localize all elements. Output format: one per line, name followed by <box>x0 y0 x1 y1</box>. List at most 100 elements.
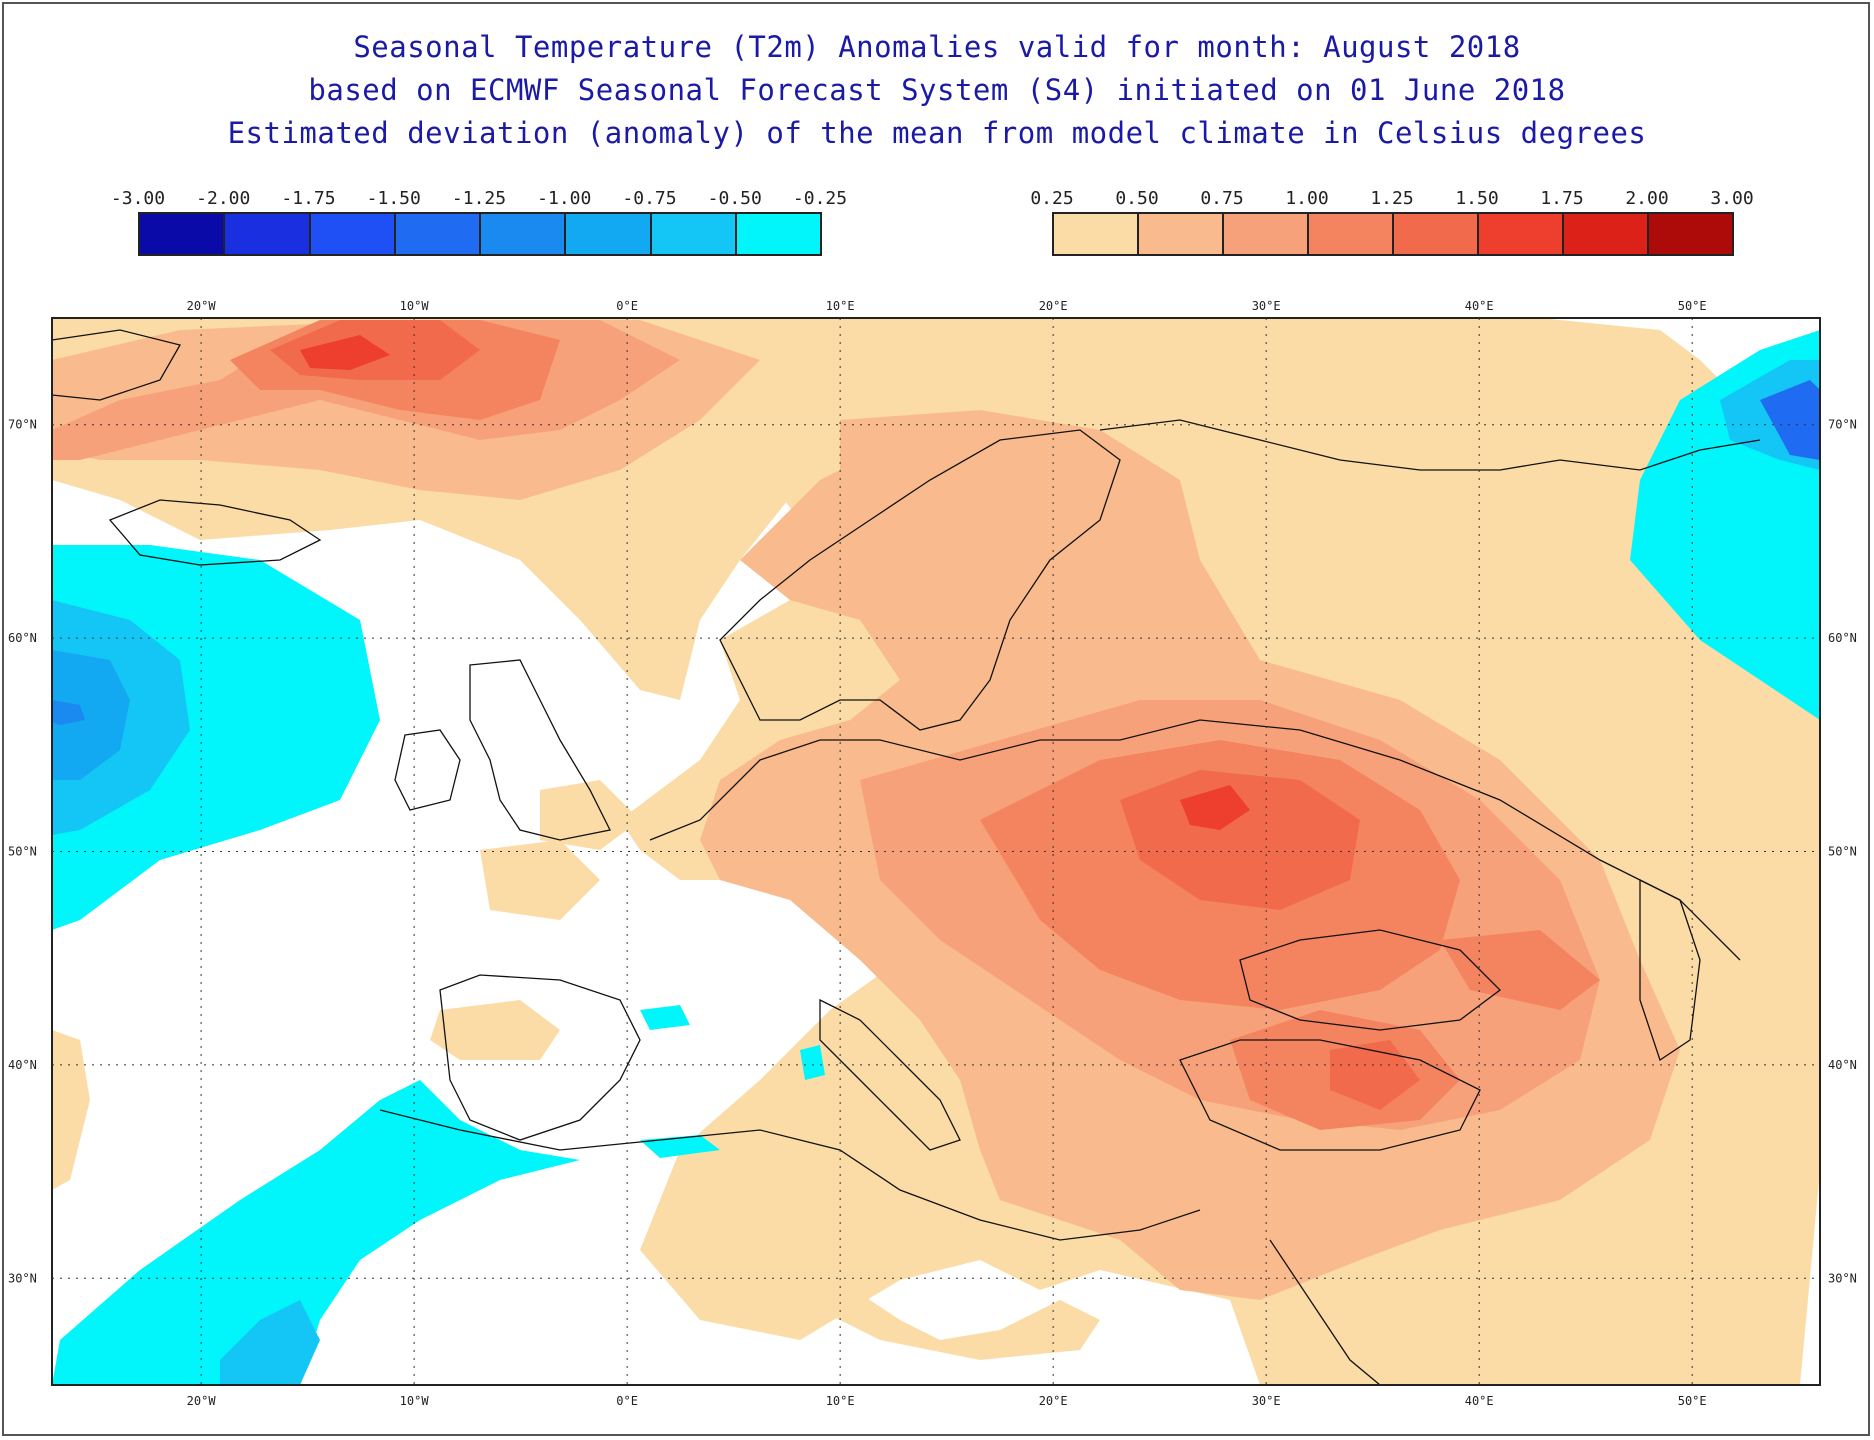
coast-britain <box>469 659 611 841</box>
colorbar-positive-label: 1.75 <box>1540 188 1584 209</box>
colorbar-positive-swatch <box>1562 212 1649 256</box>
coast-iberia <box>439 974 641 1141</box>
longitude-label: 10°E <box>826 299 855 313</box>
latitude-label: 50°N <box>1828 845 1857 859</box>
coast-europe-main <box>649 719 1741 961</box>
coast-scandinavia <box>719 429 1121 731</box>
warm-region-atlantic-150 <box>300 335 390 370</box>
latitude-labels-right: 70°N 60°N 50°N 40°N 30°N <box>1828 418 1857 1286</box>
longitude-label: 10°E <box>826 1394 855 1408</box>
warm-region-north-africa <box>680 1240 1100 1360</box>
colorbar-positive-label: 0.75 <box>1200 188 1244 209</box>
longitude-label: 40°E <box>1465 299 1494 313</box>
warm-region-uk-patch <box>540 780 640 850</box>
colorbar-negative-swatch <box>479 212 567 256</box>
colorbar-positive-swatch <box>1052 212 1139 256</box>
colorbar-positive-swatch <box>1222 212 1309 256</box>
longitude-label: 0°E <box>616 299 638 313</box>
longitude-label: 20°W <box>187 299 217 313</box>
title-line-3: Estimated deviation (anomaly) of the mea… <box>227 116 1647 150</box>
longitude-label: 20°E <box>1039 299 1068 313</box>
cold-region-atlantic-100 <box>52 700 85 725</box>
longitude-labels-top: 20°W 10°W 0°E 10°E 20°E 30°E 40°E 50°E <box>187 299 1707 313</box>
longitude-label: 50°E <box>1678 1394 1707 1408</box>
latitude-label: 70°N <box>8 418 37 432</box>
longitude-label: 10°W <box>400 1394 430 1408</box>
cold-region-southwest-050 <box>220 1300 320 1385</box>
colorbar-negative-label: -1.75 <box>281 188 336 209</box>
coast-italy <box>819 998 961 1151</box>
latitude-label: 60°N <box>1828 631 1857 645</box>
cold-region-southwest-025 <box>52 1080 580 1385</box>
colorbar-positive-label: 1.00 <box>1285 188 1329 209</box>
latitude-label: 40°N <box>8 1058 37 1072</box>
coast-red-sea <box>1269 1239 1381 1386</box>
anomaly-shading <box>52 318 1820 1385</box>
warm-region-east-150 <box>1180 785 1250 830</box>
colorbar-negative-swatch <box>393 212 481 256</box>
latitude-label: 70°N <box>1828 418 1857 432</box>
latitude-label: 40°N <box>1828 1058 1857 1072</box>
warm-region-iberia-patch <box>430 1000 560 1060</box>
colorbar-positive-label: 0.50 <box>1115 188 1159 209</box>
colorbar-negative-label: -1.00 <box>537 188 592 209</box>
warm-region-bay-biscay <box>480 840 600 920</box>
coast-russia-north <box>1099 419 1761 471</box>
title-line-2: based on ECMWF Seasonal Forecast System … <box>308 73 1566 107</box>
colorbar-negative-label: -0.50 <box>707 188 762 209</box>
longitude-label: 50°E <box>1678 299 1707 313</box>
colorbar-positive-swatch <box>1307 212 1394 256</box>
coast-caspian <box>1639 878 1701 1062</box>
graticule <box>52 318 1820 1385</box>
title-line-1: Seasonal Temperature (T2m) Anomalies val… <box>353 30 1521 64</box>
colorbar-negative-swatch <box>649 212 737 256</box>
cold-region-med-patch-2 <box>640 1135 720 1158</box>
longitude-label: 0°E <box>616 1394 638 1408</box>
coast-ireland <box>394 729 461 811</box>
longitude-label: 20°W <box>187 1394 217 1408</box>
cold-region-atlantic-075 <box>52 650 130 780</box>
colorbar-negative-label: -1.50 <box>366 188 421 209</box>
coast-greenland <box>51 329 181 401</box>
latitude-label: 30°N <box>1828 1271 1857 1285</box>
longitude-label: 20°E <box>1039 1394 1068 1408</box>
colorbar-positive-swatch <box>1392 212 1479 256</box>
colorbar-positive-swatch <box>1477 212 1564 256</box>
warm-region-east-125 <box>1120 770 1360 910</box>
colorbar-negative-label: -3.00 <box>110 188 166 209</box>
coast-iceland <box>108 499 322 566</box>
cold-region-med-patch-1 <box>640 1005 690 1030</box>
colorbar-positive-swatch <box>1647 212 1734 256</box>
colorbar-positive-label: 3.00 <box>1710 188 1754 209</box>
warm-region-turkey-125 <box>1330 1040 1420 1110</box>
colorbar-negative-swatch <box>564 212 652 256</box>
warm-region-caucasus-100 <box>1440 930 1600 1010</box>
colorbar-positive-label: 1.50 <box>1455 188 1499 209</box>
colorbar-positive-swatch <box>1137 212 1224 256</box>
colorbar-positive-label: 0.25 <box>1030 188 1074 209</box>
longitude-label: 10°W <box>400 299 430 313</box>
colorbar-negative-label: -0.25 <box>792 188 848 209</box>
latitude-label: 60°N <box>8 631 37 645</box>
cold-region-sardinia <box>800 1045 825 1080</box>
longitude-label: 40°E <box>1465 1394 1494 1408</box>
colorbar-negative-swatch <box>308 212 396 256</box>
longitude-label: 30°E <box>1252 299 1281 313</box>
colorbar-negative-swatch <box>734 212 822 256</box>
latitude-labels-left: 70°N 60°N 50°N 40°N 30°N <box>8 418 37 1286</box>
latitude-label: 30°N <box>8 1271 37 1285</box>
coast-turkey <box>1179 1039 1481 1151</box>
longitude-label: 30°E <box>1252 1394 1281 1408</box>
warm-region-west-coast <box>52 1030 90 1190</box>
longitude-labels-bottom: 20°W 10°W 0°E 10°E 20°E 30°E 40°E 50°E <box>187 1394 1707 1408</box>
colorbar-negative-label: -0.75 <box>622 188 677 209</box>
colorbar-positive-label: 2.00 <box>1625 188 1669 209</box>
cold-region-northeast-075 <box>1760 380 1820 460</box>
warm-region-scandinavia-050 <box>840 410 1140 540</box>
coast-black-sea <box>1239 929 1501 1031</box>
colorbar-negative-label: -1.25 <box>451 188 507 209</box>
colorbar-negative-label: -2.00 <box>196 188 251 209</box>
latitude-label: 50°N <box>8 845 37 859</box>
